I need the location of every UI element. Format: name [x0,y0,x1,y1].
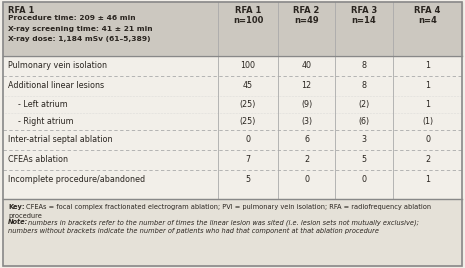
Text: RFA 4: RFA 4 [414,6,441,15]
Text: (2): (2) [359,100,370,109]
Text: - Left atrium: - Left atrium [18,100,68,109]
Text: 3: 3 [361,136,366,144]
Text: X-ray dose: 1,184 mSv (61–5,389): X-ray dose: 1,184 mSv (61–5,389) [8,36,151,42]
Text: RFA 3: RFA 3 [351,6,377,15]
Text: Incomplete procedure/abandoned: Incomplete procedure/abandoned [8,176,145,184]
Text: 5: 5 [361,155,366,165]
Text: Additional linear lesions: Additional linear lesions [8,81,104,91]
Text: numbers without brackets indicate the number of patients who had that component : numbers without brackets indicate the nu… [8,228,379,234]
Text: 1: 1 [425,61,430,70]
Text: 2: 2 [425,155,430,165]
Text: (25): (25) [240,117,256,126]
Text: 8: 8 [361,81,366,91]
Text: RFA 2: RFA 2 [293,6,320,15]
Text: numbers in brackets refer to the number of times the linear lesion was sited (i.: numbers in brackets refer to the number … [28,219,419,226]
Text: (9): (9) [301,100,312,109]
Text: (25): (25) [240,100,256,109]
Text: RFA 1: RFA 1 [8,6,34,15]
Text: RFA 1: RFA 1 [235,6,261,15]
Text: 6: 6 [304,136,309,144]
Text: - Right atrium: - Right atrium [18,117,73,126]
Text: Pulmonary vein isolation: Pulmonary vein isolation [8,61,107,70]
Text: 0: 0 [361,176,366,184]
Text: 100: 100 [240,61,255,70]
Text: Key:: Key: [8,204,25,210]
Text: 5: 5 [246,176,251,184]
Text: 45: 45 [243,81,253,91]
Text: 7: 7 [246,155,251,165]
Bar [3,56,462,199]
Text: 1: 1 [425,100,430,109]
Text: 40: 40 [301,61,312,70]
Text: Note:: Note: [8,219,28,225]
Text: 0: 0 [304,176,309,184]
Text: n=100: n=100 [233,16,263,25]
Text: (6): (6) [359,117,370,126]
Text: n=49: n=49 [294,16,319,25]
Text: 1: 1 [425,176,430,184]
Text: 8: 8 [361,61,366,70]
Text: Procedure time: 209 ± 46 min: Procedure time: 209 ± 46 min [8,15,136,21]
Text: (3): (3) [301,117,312,126]
Text: Inter-atrial septal ablation: Inter-atrial septal ablation [8,136,113,144]
Text: n=14: n=14 [352,16,376,25]
Text: (1): (1) [422,117,433,126]
Text: n=4: n=4 [418,16,437,25]
Text: 12: 12 [301,81,312,91]
Bar [3,199,462,266]
Text: CFEAs = focal complex fractionated electrogram ablation; PVI = pulmonary vein is: CFEAs = focal complex fractionated elect… [26,204,431,210]
Text: 0: 0 [246,136,251,144]
Bar [3,2,462,56]
Text: X-ray screening time: 41 ± 21 min: X-ray screening time: 41 ± 21 min [8,25,153,32]
Text: CFEAs ablation: CFEAs ablation [8,155,68,165]
Text: 1: 1 [425,81,430,91]
Text: 2: 2 [304,155,309,165]
Text: procedure: procedure [8,213,42,219]
Text: 0: 0 [425,136,430,144]
